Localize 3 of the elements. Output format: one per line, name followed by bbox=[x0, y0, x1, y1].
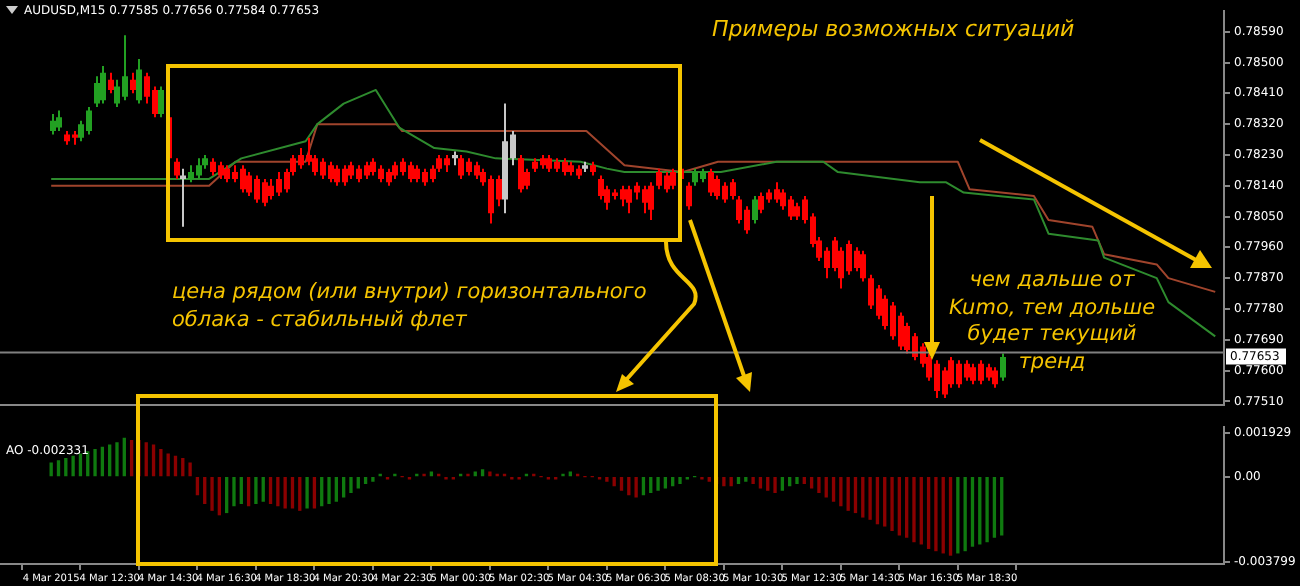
annotation: цена рядом (или внутри) горизонтального облака - стабильный флет bbox=[172, 280, 649, 335]
annotation: чем дальше от Kumo, тем дольше будет текущий тренд bbox=[946, 268, 1158, 378]
annotation: Примеры возможных ситуаций bbox=[712, 16, 1077, 45]
